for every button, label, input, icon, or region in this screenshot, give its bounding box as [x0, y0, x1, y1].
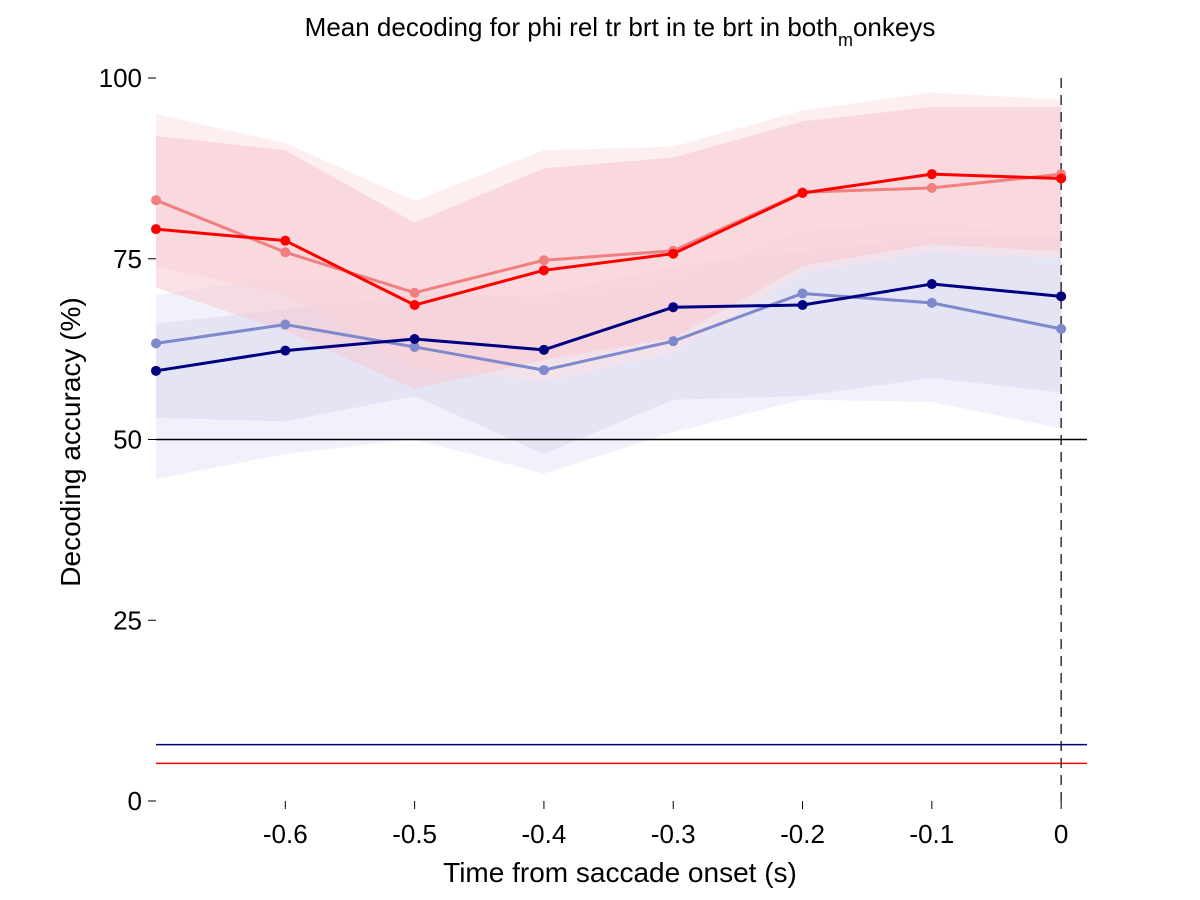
x-axis-label: Time from saccade onset (s) — [443, 857, 797, 888]
series-2-line — [155, 282, 1062, 373]
series-2-point — [409, 334, 420, 345]
series-4-point — [280, 235, 291, 246]
series-3-point — [151, 195, 161, 206]
series-2-point — [797, 300, 808, 311]
y-tick-label: 50 — [113, 425, 142, 455]
y-tick-label: 100 — [99, 63, 142, 93]
series-1-point — [926, 297, 937, 308]
series-1-point — [280, 319, 291, 330]
series-2-point — [926, 279, 937, 290]
series-4-band — [156, 106, 1062, 389]
x-tick-label: -0.5 — [392, 819, 437, 849]
series-1-point — [797, 288, 808, 299]
series-4-point — [409, 300, 420, 311]
title-prefix: Mean decoding for phi rel tr brt in te b… — [305, 12, 838, 42]
reference-lines — [156, 78, 1087, 801]
series-2-point — [151, 365, 161, 376]
axes — [148, 77, 1062, 809]
y-tick-label: 0 — [128, 786, 142, 816]
series-4-line — [155, 172, 1062, 307]
series-1-point — [1056, 323, 1067, 334]
series-3-point — [538, 255, 549, 266]
series-1-point — [668, 336, 679, 347]
series-2-point — [280, 345, 291, 356]
series-2-point — [1056, 291, 1067, 302]
series-4-point — [797, 187, 808, 198]
title-suffix: onkeys — [853, 12, 935, 42]
series-4-point — [668, 248, 679, 259]
series-lines — [151, 169, 1067, 376]
series-1-point — [409, 341, 420, 352]
series-2-point — [668, 302, 679, 313]
series-1-line — [155, 291, 1062, 372]
series-3-point — [926, 182, 937, 193]
x-tick-label: -0.4 — [522, 819, 567, 849]
x-tick-label: -0.3 — [651, 819, 696, 849]
series-4-point — [926, 169, 937, 180]
series-4-point — [151, 224, 161, 235]
tick-labels: 0 25 50 75 100 -0.6 -0.5 -0.4 -0.3 -0.2 -0.1 0 — [99, 63, 1069, 849]
title-subscript: m — [838, 30, 853, 50]
series-3-point — [280, 247, 291, 258]
x-tick-label: 0 — [1054, 819, 1068, 849]
y-tick-label: 25 — [113, 605, 142, 635]
series-1-point — [538, 365, 549, 376]
x-tick-label: -0.2 — [780, 819, 825, 849]
y-tick-label: 75 — [113, 244, 142, 274]
series-4-point — [538, 265, 549, 276]
chart-title: Mean decoding for phi rel tr brt in te b… — [305, 12, 936, 50]
confidence-bands — [156, 92, 1062, 480]
series-3-point — [409, 287, 420, 298]
x-tick-label: -0.1 — [909, 819, 954, 849]
x-tick-label: -0.6 — [263, 819, 308, 849]
series-1-point — [151, 338, 161, 349]
y-axis-label: Decoding accuracy (%) — [55, 297, 86, 586]
series-3-line — [155, 172, 1062, 295]
series-4-point — [1056, 173, 1067, 184]
series-2-point — [538, 344, 549, 355]
